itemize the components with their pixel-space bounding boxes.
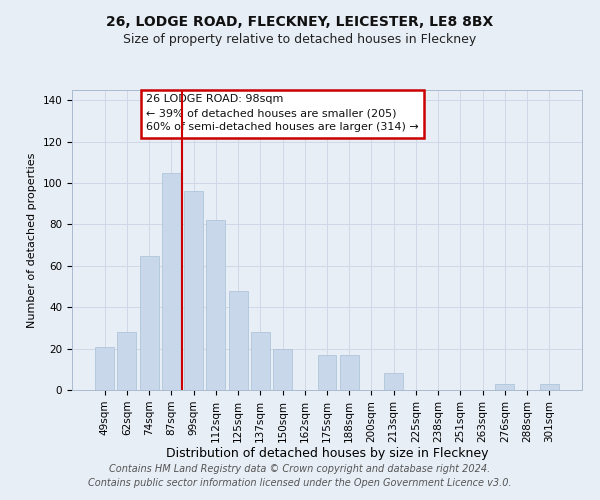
Bar [140, 256, 158, 390]
Bar [317, 355, 337, 390]
Bar [540, 384, 559, 390]
Text: 26 LODGE ROAD: 98sqm
← 39% of detached houses are smaller (205)
60% of semi-deta: 26 LODGE ROAD: 98sqm ← 39% of detached h… [146, 94, 419, 132]
Bar [184, 192, 203, 390]
Text: Size of property relative to detached houses in Fleckney: Size of property relative to detached ho… [124, 32, 476, 46]
Bar [206, 220, 225, 390]
Bar [251, 332, 270, 390]
Bar [118, 332, 136, 390]
Bar [496, 384, 514, 390]
Bar [162, 173, 181, 390]
Bar [229, 290, 248, 390]
X-axis label: Distribution of detached houses by size in Fleckney: Distribution of detached houses by size … [166, 448, 488, 460]
Text: 26, LODGE ROAD, FLECKNEY, LEICESTER, LE8 8BX: 26, LODGE ROAD, FLECKNEY, LEICESTER, LE8… [106, 15, 494, 29]
Bar [384, 374, 403, 390]
Bar [95, 346, 114, 390]
Text: Contains HM Land Registry data © Crown copyright and database right 2024.
Contai: Contains HM Land Registry data © Crown c… [88, 464, 512, 487]
Bar [340, 355, 359, 390]
Y-axis label: Number of detached properties: Number of detached properties [27, 152, 37, 328]
Bar [273, 348, 292, 390]
